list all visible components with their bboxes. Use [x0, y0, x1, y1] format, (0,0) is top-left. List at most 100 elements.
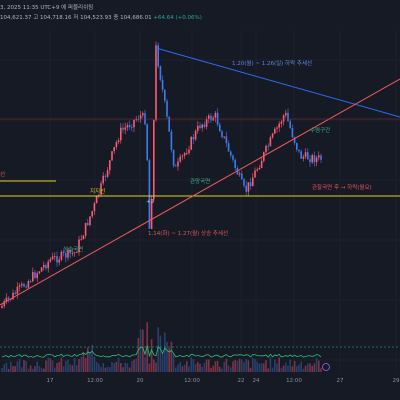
candle-body: [307, 152, 309, 160]
volume-bar: [247, 360, 250, 372]
volume-bar: [38, 365, 41, 372]
volume-bar: [161, 353, 164, 372]
candle-body: [293, 137, 296, 144]
candle-body: [199, 125, 201, 128]
candle-body: [126, 125, 129, 128]
candle-body: [181, 155, 184, 157]
candle-body: [221, 131, 223, 138]
candle-body: [124, 127, 126, 130]
volume-bar: [238, 358, 241, 372]
volume-bar: [14, 366, 16, 372]
candle-body: [73, 252, 76, 254]
candle-body: [309, 159, 311, 163]
volume-bar: [91, 344, 93, 372]
volume-bar: [131, 361, 133, 372]
volume-bar: [265, 360, 267, 372]
volume-bar: [223, 362, 225, 372]
volume-bar: [298, 364, 300, 372]
candle-body: [188, 149, 190, 154]
candle-body: [117, 140, 120, 143]
volume-bar: [199, 363, 201, 372]
candle-body: [128, 125, 131, 128]
candle-body: [225, 136, 228, 144]
volume-bar: [212, 365, 214, 372]
volume-bar: [234, 359, 236, 372]
event-circle-icon: [322, 363, 330, 371]
candle-body: [164, 89, 166, 101]
volume-bar: [16, 361, 19, 372]
uptrend-label: 1.14(화) ~ 1.27(월) 상승 추세선: [148, 229, 228, 237]
chart-header-ohlc: 104,621.37 고 104,718.16 저 104,523.93 종 1…: [0, 13, 202, 21]
candle-body: [166, 100, 168, 117]
volume-bar: [65, 360, 67, 372]
candle-body: [291, 127, 294, 138]
volume-bar: [36, 361, 38, 372]
candle-body: [318, 155, 320, 158]
volume-bar: [23, 360, 25, 372]
candle-body: [269, 137, 272, 147]
candle-body: [29, 281, 32, 282]
volume-bar: [139, 329, 142, 372]
x-tick-label: 12:00: [286, 378, 302, 384]
candle-body: [192, 136, 195, 140]
volume-bar: [300, 361, 302, 372]
volume-bar: [29, 365, 32, 372]
candle-body: [241, 173, 243, 180]
volume-bar: [227, 365, 230, 372]
candle-body: [3, 301, 5, 306]
volume-bar: [102, 363, 104, 372]
candle-body: [36, 273, 38, 279]
candle-body: [71, 252, 74, 254]
volume-bar: [201, 366, 203, 372]
wait-phase-label: 관망국면: [190, 177, 210, 185]
volume-bar: [120, 362, 122, 372]
volume-bar: [84, 357, 87, 372]
candle-body: [230, 151, 232, 156]
volume-bar: [179, 361, 181, 372]
volume-bar: [172, 353, 175, 372]
volume-bar: [230, 367, 232, 372]
candle-body: [58, 259, 60, 263]
candle-body: [194, 130, 197, 140]
candle-body: [302, 156, 305, 159]
candle-body: [223, 136, 225, 138]
candle-body: [32, 272, 34, 282]
candle-body: [115, 142, 118, 148]
candle-body: [177, 161, 179, 167]
candle-body: [289, 121, 291, 128]
candle-body: [89, 216, 91, 226]
volume-bar: [205, 359, 208, 372]
candle-body: [67, 249, 69, 258]
volume-bar: [236, 360, 239, 372]
candle-body: [40, 267, 43, 272]
volume-bar: [98, 363, 100, 372]
volume-bar: [133, 359, 135, 372]
volume-bar: [93, 356, 96, 372]
candle-body: [12, 292, 14, 300]
candle-body: [95, 196, 98, 204]
volume-bar: [214, 361, 217, 372]
candle-body: [247, 182, 250, 192]
candle-body: [155, 45, 157, 121]
volume-bar: [181, 366, 184, 372]
candle-body: [300, 151, 302, 159]
volume-bar: [43, 368, 45, 372]
volume-bar: [58, 362, 60, 372]
candle-body: [146, 124, 148, 161]
candle-body: [258, 168, 261, 170]
volume-bar: [296, 366, 298, 372]
volume-bar: [183, 364, 186, 372]
candle-body: [205, 119, 208, 127]
volume-bar: [232, 361, 234, 372]
candle-body: [82, 235, 85, 240]
volume-bar: [254, 359, 256, 372]
candle-body: [38, 271, 41, 274]
candle-body: [203, 124, 206, 127]
candle-body: [183, 153, 186, 156]
volume-bar: [1, 367, 3, 372]
volume-bar: [164, 332, 166, 372]
volume-bar: [122, 367, 124, 372]
volume-bar: [221, 368, 223, 372]
candle-body: [102, 175, 104, 184]
